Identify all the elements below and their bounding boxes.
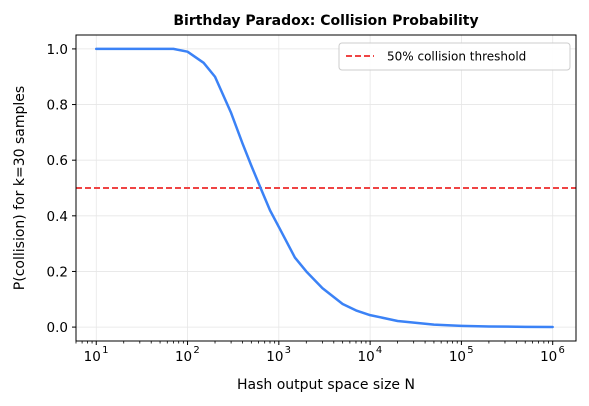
y-tick-label-4: 0.8 bbox=[47, 98, 68, 114]
series-line-0 bbox=[95, 47, 554, 329]
y-tick-label-1: 0.2 bbox=[47, 264, 68, 280]
x-tick-label-4: 10 bbox=[449, 349, 466, 365]
x-tick-label-5: 10 bbox=[540, 349, 557, 365]
x-tick-exponent-0: 1 bbox=[102, 345, 108, 356]
x-tick-label-1: 10 bbox=[175, 349, 192, 365]
x-tick-label-0: 10 bbox=[84, 349, 101, 365]
y-tick-label-2: 0.4 bbox=[47, 209, 68, 225]
plot-data bbox=[76, 47, 576, 329]
x-tick-exponent-3: 4 bbox=[376, 345, 382, 356]
x-axis-label: Hash output space size N bbox=[237, 377, 415, 393]
x-tick-exponent-4: 5 bbox=[467, 345, 473, 356]
x-tick-exponent-2: 3 bbox=[285, 345, 291, 356]
plot-frame bbox=[75, 34, 577, 342]
x-tick-exponent-5: 6 bbox=[559, 345, 565, 356]
y-tick-label-0: 0.0 bbox=[47, 320, 68, 336]
legend-box bbox=[338, 42, 571, 71]
x-tick-label-2: 10 bbox=[266, 349, 283, 365]
y-axis-label: P(collision) for k=30 samples bbox=[12, 86, 28, 290]
y-tick-label-5: 1.0 bbox=[47, 42, 68, 58]
y-tick-label-3: 0.6 bbox=[47, 153, 68, 169]
axis-ticks: 10 1 10 2 10 3 10 4 10 5 10 60.00.20.40.60.81.0 bbox=[47, 42, 565, 365]
legend: 50% collision threshold bbox=[338, 42, 571, 71]
legend-label-threshold: 50% collision threshold bbox=[387, 50, 526, 64]
chart-title: Birthday Paradox: Collision Probability bbox=[173, 13, 478, 29]
x-tick-exponent-1: 2 bbox=[193, 345, 199, 356]
x-tick-label-3: 10 bbox=[358, 349, 375, 365]
